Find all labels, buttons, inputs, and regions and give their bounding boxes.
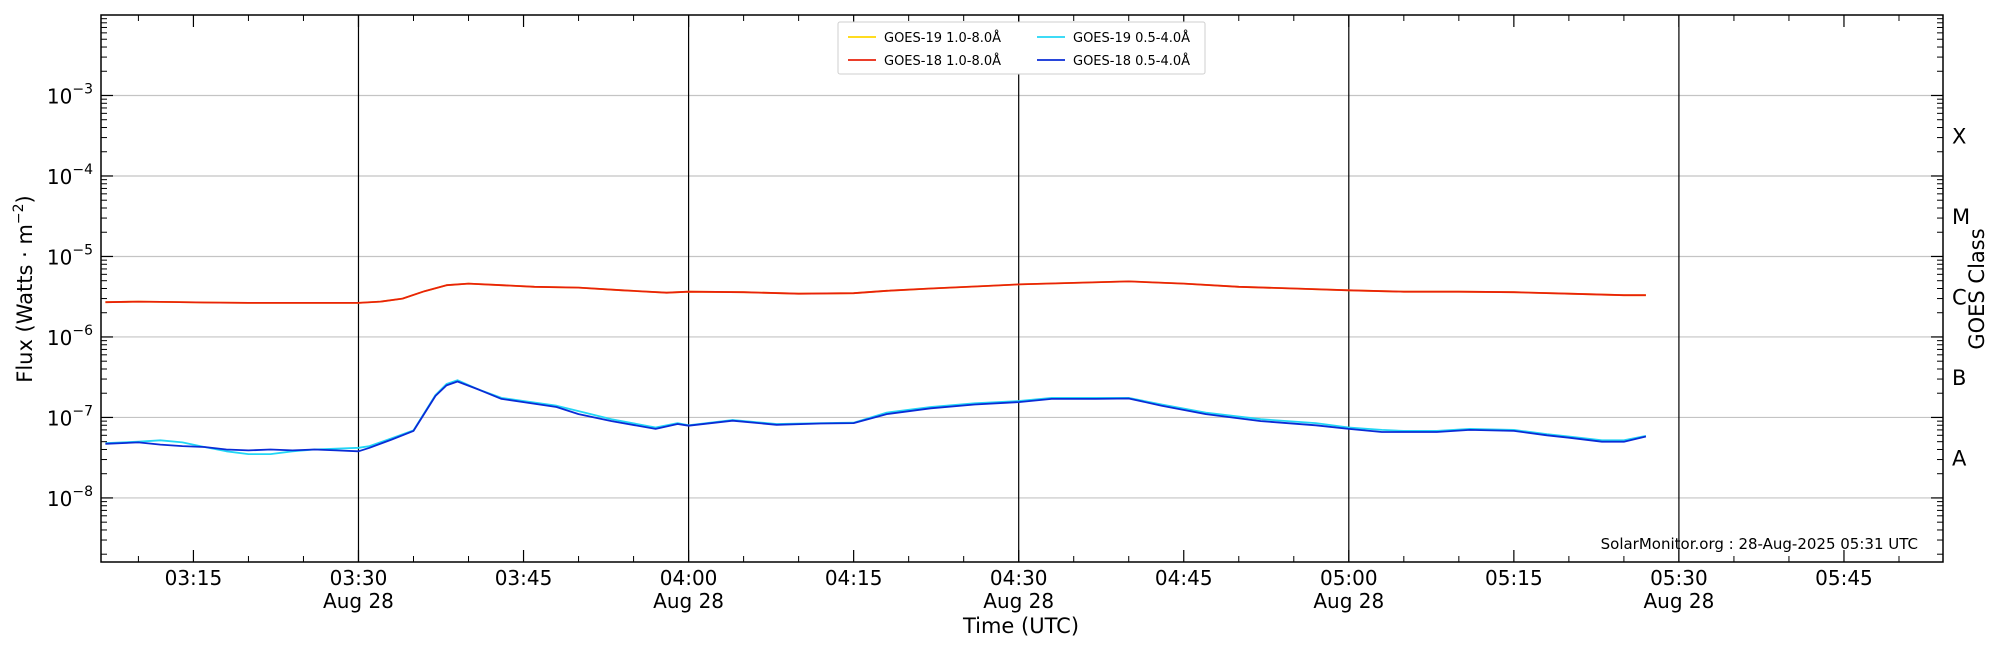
x-tick-date-label: Aug 28 [1643,589,1714,613]
series-line-3 [105,380,1647,453]
y-tick-label: 10−6 [47,323,93,350]
x-axis-title: Time (UTC) [962,614,1079,638]
y-tick-label: 10−3 [47,81,93,108]
goes-class-labels: A B C M X [1952,125,1970,471]
series-line-1 [105,280,1646,304]
plot-frame [100,14,1944,563]
y-axis-title: Flux (Watts · m−2) [11,195,37,383]
goes-class-label-b: B [1952,366,1966,390]
y-tick-label: 10−7 [47,403,93,430]
x-tick-label: 04:00 [660,566,718,590]
legend-label: GOES-18 1.0-8.0Å [884,53,1001,69]
legend-label: GOES-19 0.5-4.0Å [1073,30,1190,46]
x-tick-label: 04:45 [1155,566,1213,590]
x-tick-label: 03:15 [165,566,223,590]
y-tick-label: 10−4 [47,162,93,189]
y-tick-labels: 10−8 10−7 10−6 10−5 10−4 10−3 [47,81,93,510]
x-tick-label: 03:30 [330,566,388,590]
x-tick-date-label: Aug 28 [323,589,394,613]
x-tick-label: 05:30 [1650,566,1708,590]
right-axis-title: GOES Class [1965,228,1989,349]
x-tick-label: 03:45 [495,566,553,590]
goes-class-label-a: A [1952,447,1967,471]
x-tick-date-label: Aug 28 [653,589,724,613]
x-tick-label: 05:15 [1485,566,1543,590]
goes-class-label-c: C [1952,286,1967,310]
x-tick-date-label: Aug 28 [1313,589,1384,613]
y-tick-label: 10−5 [47,242,93,269]
x-tick-label: 04:30 [990,566,1048,590]
y-tick-label: 10−8 [47,484,93,511]
grid-layer [101,94,1943,499]
legend-label: GOES-19 1.0-8.0Å [884,30,1001,46]
x-tick-date-label: Aug 28 [983,589,1054,613]
goes-class-label-m: M [1952,205,1970,229]
legend-box [837,21,1206,75]
x-tick-label: 04:15 [825,566,883,590]
credit-text: SolarMonitor.org : 28-Aug-2025 05:31 UTC [1601,535,1918,553]
x-tick-label: 05:00 [1320,566,1378,590]
legend: GOES-19 1.0-8.0Å GOES-18 1.0-8.0Å GOES-19 … [837,21,1206,75]
legend-label: GOES-18 0.5-4.0Å [1073,53,1190,69]
vertical-markers [357,15,1680,562]
series-layer [105,280,1647,456]
goes-class-label-x: X [1952,125,1966,149]
tick-layer [101,15,1943,562]
x-tick-label: 05:45 [1815,566,1873,590]
